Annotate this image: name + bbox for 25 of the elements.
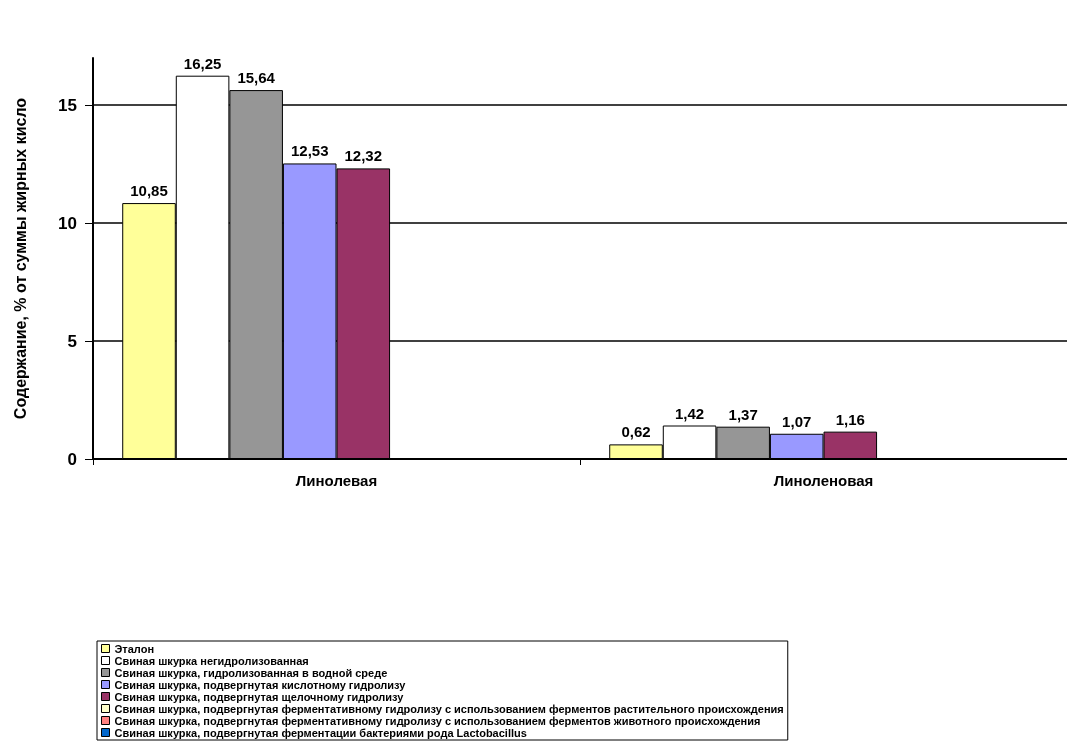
legend-label: Эталон	[114, 642, 155, 655]
data-label: 10,85	[130, 182, 168, 200]
legend-label: Свиная шкурка, подвергнутая щелочному гидролизу	[114, 690, 405, 703]
legend-label: Свиная шкурка, подвергнутая кислотному гидролизу	[114, 678, 407, 691]
legend-label: Свиная шкурка, подвергнутая ферментации бактериями рода Lactobacillus	[114, 726, 527, 739]
data-label: 16,25	[183, 54, 222, 72]
y-tick-label: 0	[67, 449, 77, 469]
data-label: 12,53	[290, 142, 329, 160]
y-axis-title: Содержание, % от суммы жирных кисло	[11, 97, 29, 420]
data-label: 15,64	[237, 69, 276, 87]
data-label: 1,37	[728, 405, 758, 423]
data-label: 0,62	[621, 423, 651, 441]
legend-label: Свиная шкурка, подвергнутая ферментативному гидролизу с использованием ферментов животного происхождения	[114, 714, 761, 727]
data-label: 1,42	[674, 404, 705, 422]
legend-label: Свиная шкурка, подвергнутая ферментативному гидролизу с использованием ферментов растительного происхождения	[114, 702, 784, 715]
y-tick-label: 5	[67, 331, 77, 351]
x-tick-label: Линолевая	[295, 472, 378, 489]
y-tick-label: 10	[58, 213, 77, 233]
data-label: 12,32	[344, 147, 383, 165]
y-tick-label: 15	[58, 95, 77, 115]
legend-label: Свиная шкурка, гидролизованная в водной среде	[114, 666, 388, 679]
legend-label: Свиная шкурка негидролизованная	[114, 654, 309, 667]
x-tick-label: Линоленовая	[773, 472, 874, 489]
data-label: 1,07	[782, 412, 812, 430]
data-label: 1,16	[835, 410, 865, 428]
